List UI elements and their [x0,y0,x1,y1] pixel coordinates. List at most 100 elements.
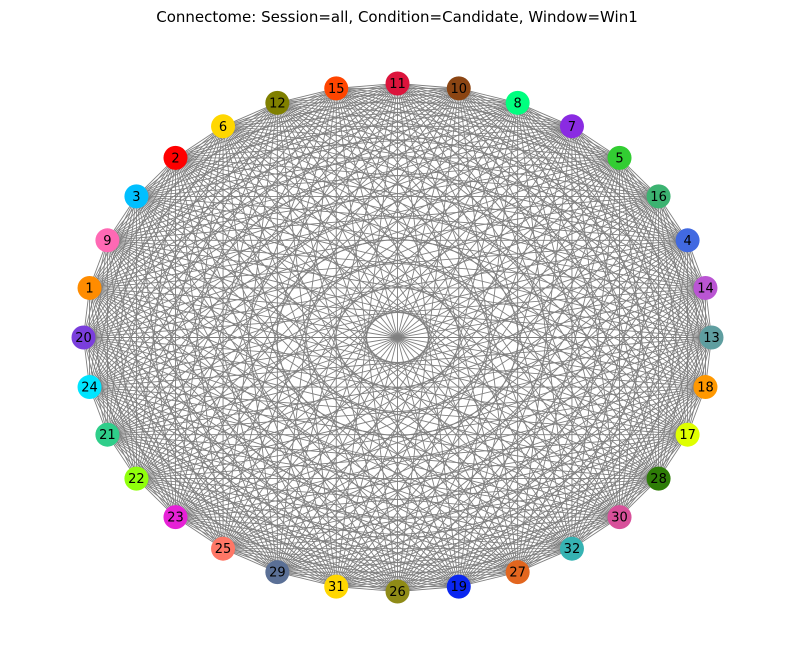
node-label: 13 [703,331,720,346]
edge [107,239,620,518]
node-marker [77,375,102,400]
node-22: 22 [124,466,149,491]
edge [89,287,224,549]
edge [83,337,337,587]
node-26: 26 [385,579,410,604]
node-25: 25 [211,536,236,561]
node-1: 1 [77,275,102,300]
edge [277,102,620,159]
edge [397,88,460,592]
node-label: 6 [219,120,227,135]
edge [222,102,519,549]
node-label: 10 [450,82,467,97]
edge [277,102,659,479]
edge [517,102,660,479]
edge [107,239,706,388]
edge [106,126,224,435]
edge [222,157,620,550]
edge [83,126,224,338]
edge [107,239,659,480]
node-label: 5 [615,151,623,166]
node-label: 24 [81,381,98,396]
edge [517,478,659,573]
edge [136,88,337,479]
edge [107,434,224,550]
node-marker [71,325,96,350]
edge [89,386,620,518]
edge [106,240,176,518]
edge [89,83,398,388]
node-marker [559,536,584,561]
edge [335,239,688,587]
node-3: 3 [124,184,149,209]
edge [571,126,689,435]
node-18: 18 [693,375,718,400]
node-13: 13 [699,325,724,350]
edge [277,102,659,197]
edge [276,102,460,587]
edge [276,102,573,549]
node-label: 21 [99,428,116,443]
edge [222,125,620,518]
edge [619,157,660,479]
edge [458,240,688,587]
edge [89,386,278,573]
node-marker [607,505,632,530]
edge [336,87,706,289]
edge [517,102,706,388]
edge [175,157,573,550]
edge [336,434,688,588]
node-label: 26 [389,585,406,600]
edge [335,88,688,436]
edge [335,88,659,479]
edge [89,386,176,518]
edge [107,88,460,436]
edge [89,88,337,289]
edge [175,157,712,338]
edge [83,337,176,518]
node-label: 28 [650,472,667,487]
edge [89,287,659,480]
edge [277,102,688,436]
node-marker [265,560,290,585]
edge [83,88,460,338]
edge [277,102,706,388]
edge [458,88,688,435]
edge [89,83,398,289]
edge [222,125,712,338]
edge [107,239,712,338]
edge [89,386,398,592]
edge [276,102,398,592]
edge [222,88,337,549]
edge [89,287,688,436]
edge [89,287,460,587]
edge [222,125,659,479]
edge [222,126,278,573]
node-14: 14 [693,275,718,300]
edge [397,83,706,388]
node-label: 23 [167,511,184,526]
edge [136,102,518,197]
edge [336,87,518,104]
edge [517,102,659,197]
node-marker [211,114,236,139]
node-4: 4 [675,228,700,253]
node-marker [95,228,120,253]
node-marker [446,76,471,101]
node-label: 9 [103,234,111,249]
node-layer: 11 10875164141318172830322719263129252322… [71,71,724,604]
edge [83,102,278,338]
edge [175,157,224,549]
edge [397,83,659,479]
edge [335,88,706,388]
node-label: 12 [269,96,286,111]
edge [106,102,278,435]
node-20: 20 [71,325,96,350]
edge [458,157,620,587]
node-marker [124,466,149,491]
node-label: 11 [389,77,406,92]
node-marker [324,574,349,599]
edge [136,195,706,289]
node-marker [163,145,188,170]
